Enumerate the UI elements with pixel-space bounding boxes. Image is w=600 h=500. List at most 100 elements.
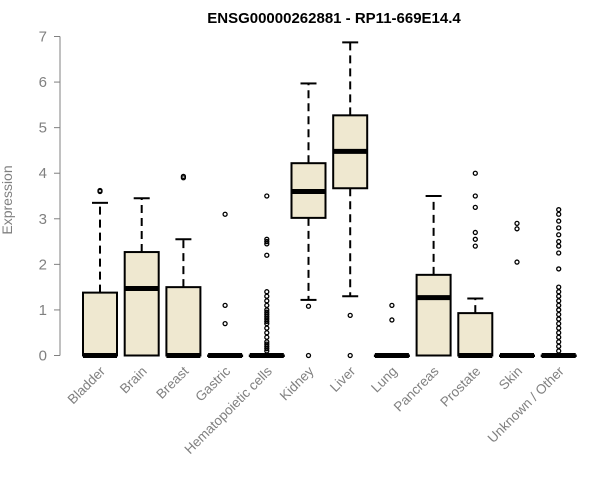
outlier-point: [514, 220, 520, 226]
y-tick-label: 3: [39, 211, 47, 228]
outlier-point: [264, 238, 270, 245]
box-unknown-other: [540, 207, 577, 358]
outlier-point: [556, 334, 562, 340]
outlier-point: [264, 293, 270, 299]
y-tick-label: 6: [39, 74, 47, 91]
box-body: [123, 251, 160, 357]
outlier-point: [264, 346, 270, 352]
outlier-point: [472, 236, 478, 242]
box-breast: [165, 173, 202, 358]
box-brain: [123, 197, 160, 357]
outlier-point: [556, 320, 562, 327]
outlier-point: [264, 348, 270, 354]
y-tick-label: 2: [39, 256, 47, 273]
y-axis: 0 1 2 3 4 5 6 7: [39, 29, 61, 365]
box-body: [82, 291, 118, 357]
outlier-point: [264, 318, 270, 324]
x-tick-label: Breast: [153, 363, 191, 401]
outlier-point: [556, 232, 562, 238]
outlier-point: [264, 241, 270, 247]
outlier-point: [556, 207, 562, 213]
outlier-point: [264, 325, 270, 331]
outlier-point: [556, 284, 562, 290]
chart-title: ENSG00000262881 - RP11-669E14.4: [207, 10, 461, 27]
y-tick-label: 4: [39, 165, 47, 182]
outlier-point: [556, 293, 562, 299]
outlier-point: [264, 289, 270, 295]
outlier-point: [556, 218, 562, 224]
outlier-point: [472, 204, 478, 211]
x-tick-label: Kidney: [277, 363, 317, 403]
outlier-point: [514, 226, 520, 232]
outlier-point: [264, 330, 270, 336]
outlier-point: [264, 334, 270, 340]
outlier-point: [222, 211, 228, 217]
y-tick-label: 5: [39, 120, 47, 137]
y-tick-label: 7: [39, 29, 47, 46]
outlier-point: [556, 266, 562, 272]
y-tick-label: 1: [39, 302, 47, 319]
outlier-point: [556, 339, 562, 345]
outlier-point: [264, 302, 270, 309]
outlier-point: [472, 170, 478, 176]
box-kidney: [290, 82, 327, 359]
box-hematopoietic-cells: [248, 193, 285, 358]
outlier-point: [556, 325, 562, 331]
outlier-point: [556, 307, 562, 313]
x-tick-label: Pancreas: [391, 363, 442, 414]
outlier-point: [472, 193, 478, 199]
x-tick-label: Unknown / Other: [485, 363, 568, 446]
x-tick-label: Bladder: [65, 363, 109, 407]
outlier-point: [180, 173, 187, 180]
outlier-point: [556, 343, 562, 350]
x-tick-label: Skin: [496, 364, 525, 393]
outlier-point: [556, 225, 562, 231]
box-bladder: [82, 187, 118, 358]
outlier-point: [556, 348, 562, 354]
box-body: [415, 273, 452, 357]
outlier-point: [556, 211, 562, 217]
box-series: [82, 41, 577, 359]
box-body: [165, 286, 202, 357]
outlier-point: [222, 320, 228, 327]
outlier-point: [556, 243, 562, 249]
box-lung: [373, 302, 410, 358]
outlier-point: [556, 289, 562, 295]
outlier-point: [556, 330, 562, 336]
outlier-point: [556, 250, 562, 256]
outlier-point: [389, 317, 395, 323]
x-tick-label: Brain: [117, 364, 150, 397]
outlier-point: [305, 303, 312, 309]
box-pancreas: [415, 195, 452, 357]
box-prostate: [457, 170, 494, 358]
box-gastric: [207, 211, 244, 358]
outlier-point: [347, 352, 353, 359]
box-liver: [332, 41, 369, 359]
y-axis-label: Expression: [0, 165, 15, 234]
outlier-point: [556, 298, 562, 304]
outlier-point: [556, 238, 562, 245]
x-tick-label: Prostate: [437, 364, 483, 410]
x-tick-label: Gastric: [192, 363, 233, 404]
outlier-point: [514, 259, 520, 265]
outlier-point: [347, 312, 353, 319]
outlier-point: [556, 302, 562, 309]
x-tick-label: Lung: [368, 364, 400, 396]
outlier-point: [556, 311, 562, 318]
outlier-point: [556, 316, 562, 322]
outlier-point: [264, 298, 270, 304]
y-tick-label: 0: [39, 348, 47, 365]
outlier-point: [305, 352, 312, 359]
outlier-point: [389, 302, 395, 309]
outlier-point: [222, 302, 228, 309]
box-body: [457, 312, 494, 357]
outlier-point: [472, 229, 478, 236]
outlier-point: [264, 252, 270, 258]
outlier-point: [264, 193, 270, 199]
outlier-point: [97, 187, 103, 194]
outlier-point: [472, 243, 478, 249]
box-skin: [499, 220, 535, 358]
x-tick-label: Liver: [327, 363, 359, 395]
